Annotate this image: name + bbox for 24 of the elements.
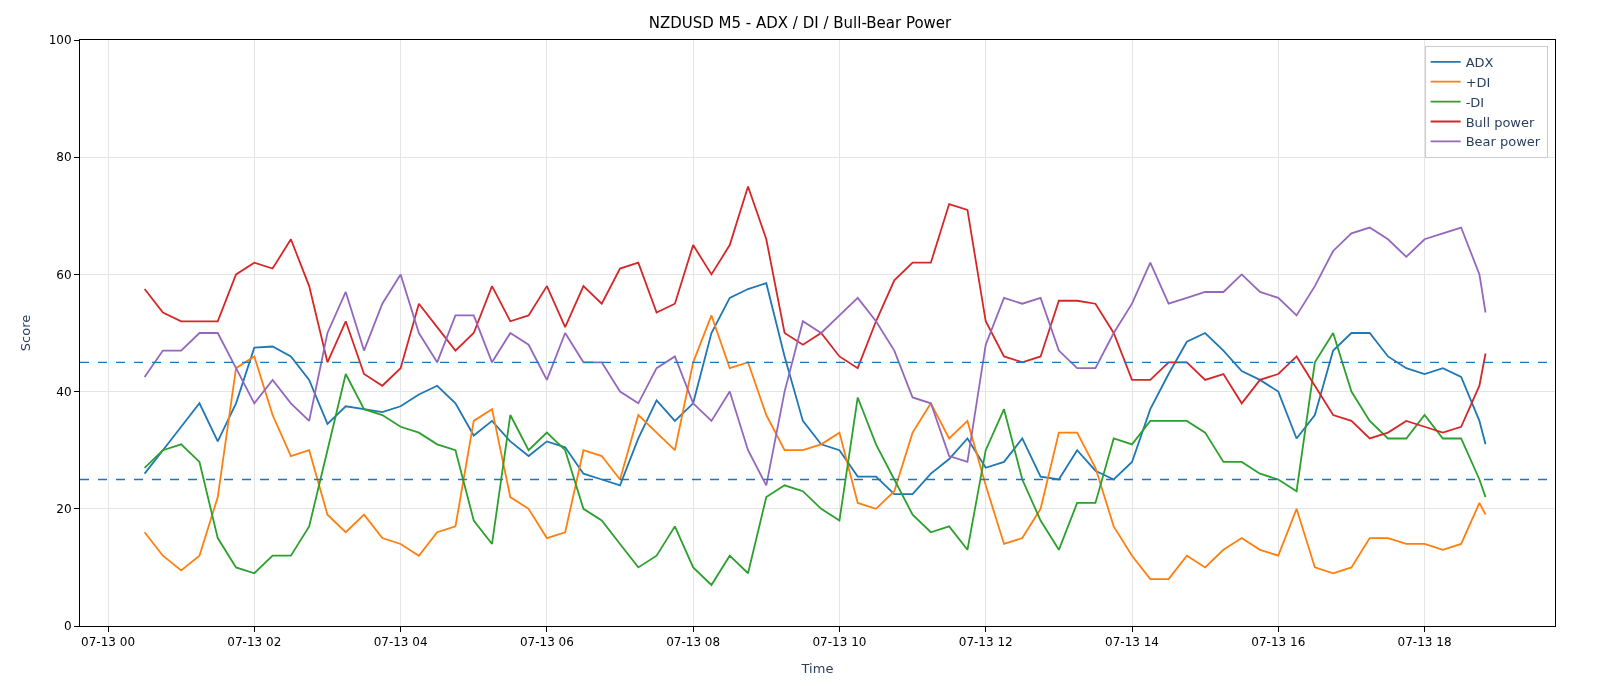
x-tick-label: 07-13 18	[1397, 635, 1452, 650]
x-tick-label: 07-13 16	[1251, 635, 1306, 650]
x-axis-title: Time	[800, 661, 834, 676]
x-tick-label: 07-13 10	[812, 635, 867, 650]
y-axis-title: Score	[17, 314, 33, 352]
legend-label: ADX	[1465, 54, 1494, 70]
x-tick-label: 07-13 02	[227, 635, 282, 650]
y-tick-label: 80	[56, 150, 72, 165]
x-tick-label: 07-13 06	[519, 635, 574, 650]
legend-label: -DI	[1465, 94, 1485, 110]
x-tick-label: 07-13 00	[81, 635, 136, 650]
legend-label: +DI	[1465, 74, 1491, 90]
chart-title: NZDUSD M5 - ADX / DI / Bull-Bear Power	[648, 13, 953, 32]
x-tick-label: 07-13 08	[666, 635, 721, 650]
legend-label: Bear power	[1465, 134, 1541, 150]
y-tick-label: 60	[56, 267, 72, 282]
y-tick-label: 0	[63, 619, 72, 634]
x-tick-label: 07-13 14	[1105, 635, 1159, 650]
y-tick-label: 100	[48, 33, 72, 48]
legend-label: Bull power	[1465, 114, 1535, 130]
x-tick-label: 07-13 12	[958, 635, 1013, 650]
y-tick-label: 20	[56, 502, 72, 516]
x-tick-label: 07-13 04	[373, 635, 428, 650]
y-tick-label: 40	[56, 384, 72, 399]
